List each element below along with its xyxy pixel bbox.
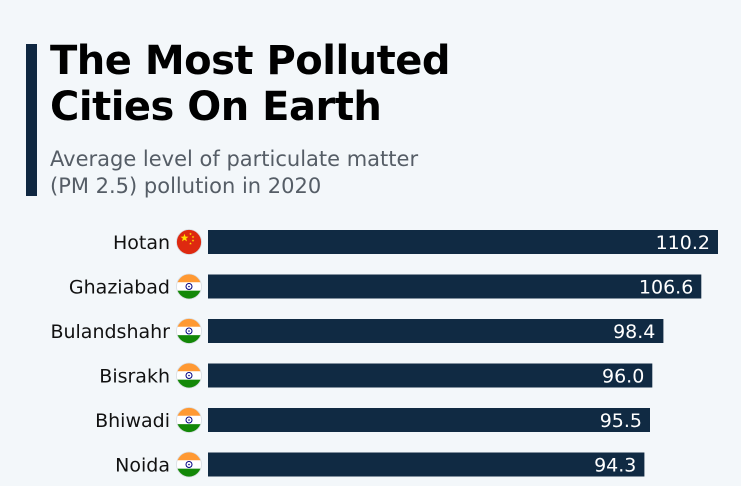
bar-row: Noida 94.3	[115, 451, 645, 478]
bar	[208, 363, 653, 388]
value-label: 95.5	[600, 410, 642, 432]
title-accent-bar	[26, 44, 37, 196]
india-flag-icon	[176, 407, 202, 433]
india-flag-icon	[176, 362, 202, 389]
bar	[208, 408, 650, 432]
china-flag-icon	[176, 229, 202, 255]
bar	[208, 452, 645, 477]
value-label: 110.2	[656, 232, 710, 254]
bar-row: Bisrakh 96.0	[99, 362, 653, 389]
category-label: Bhiwadi	[95, 410, 170, 432]
value-label: 96.0	[602, 366, 644, 388]
category-label: Hotan	[113, 232, 170, 254]
bar	[208, 319, 664, 343]
category-label: Bulandshahr	[50, 321, 170, 343]
bar-row: Hotan 110.2	[113, 229, 718, 255]
bar-row: Ghaziabad 106.6	[69, 273, 702, 300]
bar	[208, 274, 702, 299]
value-label: 98.4	[613, 321, 655, 343]
india-flag-icon	[176, 451, 202, 478]
category-label: Bisrakh	[99, 366, 170, 388]
bar-row: Bulandshahr 98.4	[50, 318, 664, 344]
value-label: 94.3	[594, 455, 636, 477]
chart-subtitle: Average level of particulate matter (PM …	[50, 147, 419, 198]
value-label: 106.6	[639, 277, 693, 299]
bar	[208, 230, 718, 254]
india-flag-icon	[176, 273, 202, 300]
category-label: Noida	[115, 455, 170, 477]
bar-row: Bhiwadi 95.5	[95, 407, 650, 433]
chart-title: The Most Polluted Cities On Earth	[50, 38, 451, 130]
category-label: Ghaziabad	[69, 277, 170, 299]
india-flag-icon	[176, 318, 202, 344]
